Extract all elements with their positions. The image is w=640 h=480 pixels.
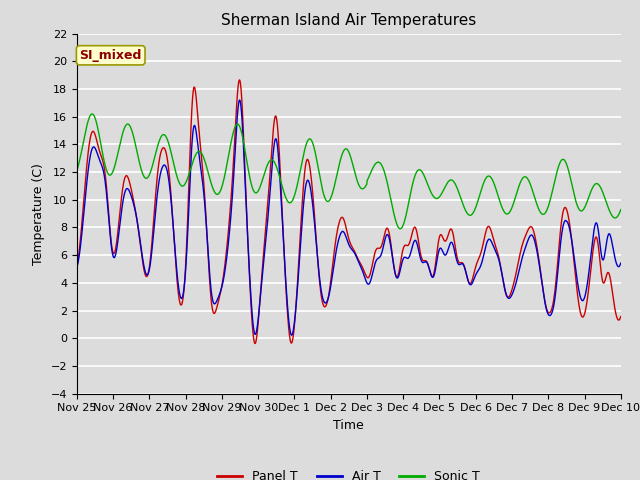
- Air T: [305, 178, 312, 183]
- Title: Sherman Island Air Temperatures: Sherman Island Air Temperatures: [221, 13, 476, 28]
- Line: Air T: Air T: [77, 100, 621, 335]
- Sonic T: [73, 168, 81, 174]
- Sonic T: [115, 144, 123, 150]
- Panel T: [251, 341, 259, 347]
- Y-axis label: Temperature (C): Temperature (C): [32, 163, 45, 264]
- Panel T: [326, 288, 333, 294]
- Legend: Panel T, Air T, Sonic T: Panel T, Air T, Sonic T: [212, 465, 485, 480]
- Line: Panel T: Panel T: [77, 80, 621, 344]
- Sonic T: [138, 167, 145, 173]
- X-axis label: Time: Time: [333, 419, 364, 432]
- Air T: [326, 290, 333, 296]
- Panel T: [316, 279, 323, 285]
- Air T: [115, 230, 123, 236]
- Sonic T: [316, 171, 323, 177]
- Text: SI_mixed: SI_mixed: [79, 49, 142, 62]
- Line: Sonic T: Sonic T: [77, 114, 621, 229]
- Sonic T: [88, 111, 96, 117]
- Air T: [288, 332, 296, 338]
- Sonic T: [396, 226, 404, 232]
- Air T: [383, 232, 391, 238]
- Sonic T: [383, 178, 390, 183]
- Air T: [236, 97, 244, 103]
- Air T: [316, 276, 323, 281]
- Sonic T: [617, 207, 625, 213]
- Panel T: [73, 264, 81, 270]
- Air T: [137, 244, 145, 250]
- Sonic T: [304, 137, 312, 143]
- Panel T: [115, 219, 123, 225]
- Panel T: [236, 77, 243, 83]
- Panel T: [137, 248, 145, 253]
- Panel T: [617, 313, 625, 319]
- Air T: [617, 260, 625, 266]
- Air T: [73, 264, 81, 270]
- Panel T: [305, 157, 312, 163]
- Panel T: [383, 225, 391, 231]
- Sonic T: [325, 198, 333, 204]
